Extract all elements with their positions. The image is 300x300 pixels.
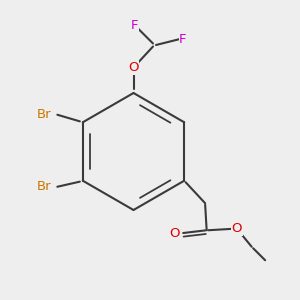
Text: Br: Br (37, 108, 51, 121)
Text: F: F (131, 19, 139, 32)
Text: O: O (169, 227, 180, 240)
Text: F: F (179, 32, 187, 46)
Text: O: O (231, 222, 242, 235)
Text: O: O (128, 61, 139, 74)
Text: Br: Br (37, 180, 51, 193)
